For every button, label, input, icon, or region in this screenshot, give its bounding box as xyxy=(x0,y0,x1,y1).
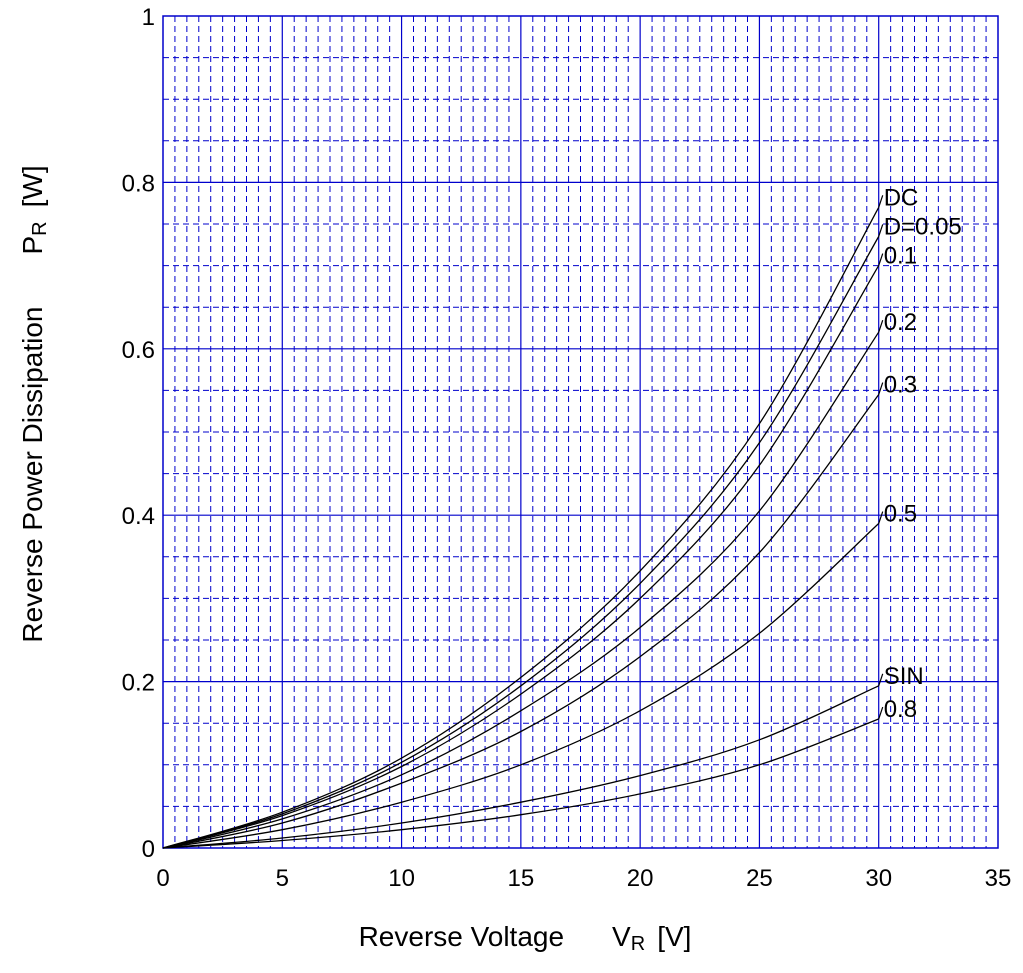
curve-label: 0.5 xyxy=(884,501,917,528)
curve-0-3 xyxy=(162,394,880,849)
curve-label-leader xyxy=(878,195,884,208)
y-axis-label: Reverse Power Dissipation xyxy=(17,307,48,643)
y-tick-label: 0.2 xyxy=(122,670,155,697)
curve-label: 0.2 xyxy=(884,309,917,336)
x-axis-title: Reverse Voltage VR [V] xyxy=(359,921,692,955)
curve-label: DC xyxy=(884,184,919,211)
curve-label: 0.1 xyxy=(884,243,917,270)
y-axis-title: Reverse Power Dissipation PR [W] xyxy=(17,165,51,642)
curve-label: 0.3 xyxy=(884,372,917,399)
curve-0-8 xyxy=(162,718,879,849)
plot-frame xyxy=(162,15,999,849)
curve-label-leader xyxy=(878,224,884,237)
curve-label-leader xyxy=(878,319,884,333)
y-axis-subscript: R xyxy=(29,221,51,235)
x-axis-symbol: V xyxy=(612,921,631,952)
y-tick-label: 1 xyxy=(142,4,155,31)
curve-label: 0.8 xyxy=(884,696,917,723)
curve-0-5 xyxy=(162,523,880,849)
x-axis-subscript: R xyxy=(631,933,645,955)
x-tick-label: 35 xyxy=(985,865,1012,892)
curve-labels: DCD=0.05 0.1 0.2 0.3 0.5 SIN 0.8 xyxy=(878,184,962,723)
curve-label-leader xyxy=(878,511,884,524)
grid xyxy=(163,16,998,848)
curve-d-0-05 xyxy=(162,236,880,849)
curve-label: SIN xyxy=(884,663,924,690)
x-tick-label: 5 xyxy=(276,865,289,892)
x-tick-label: 0 xyxy=(156,865,169,892)
curve-dc xyxy=(162,207,880,849)
x-tick-label: 15 xyxy=(508,865,535,892)
y-axis-unit: [W] xyxy=(17,165,48,207)
y-tick-label: 0.6 xyxy=(122,337,155,364)
curve-0-2 xyxy=(162,331,880,849)
x-tick-label: 25 xyxy=(746,865,773,892)
y-tick-label: 0 xyxy=(142,836,155,863)
curve-label-leader xyxy=(878,673,884,686)
x-tick-label: 30 xyxy=(865,865,892,892)
y-tick-labels: 0 0.2 0.4 0.6 0.8 1 xyxy=(122,4,155,863)
x-axis-unit: [V] xyxy=(657,921,691,952)
curve-label: D=0.05 xyxy=(884,213,962,240)
curve-label-leader xyxy=(878,253,884,266)
curve-0-1 xyxy=(162,265,880,849)
y-tick-label: 0.8 xyxy=(122,170,155,197)
x-tick-label: 20 xyxy=(627,865,654,892)
x-tick-labels: 0 5 10 15 20 25 30 35 xyxy=(156,865,1011,892)
curve-sin xyxy=(162,685,879,849)
x-tick-label: 10 xyxy=(388,865,415,892)
curve-label-leader xyxy=(878,706,884,720)
curves xyxy=(162,207,880,849)
y-tick-label: 0.4 xyxy=(122,503,155,530)
x-axis-label: Reverse Voltage xyxy=(359,921,564,952)
y-axis-symbol: P xyxy=(17,236,48,255)
curve-label-leader xyxy=(878,382,884,395)
